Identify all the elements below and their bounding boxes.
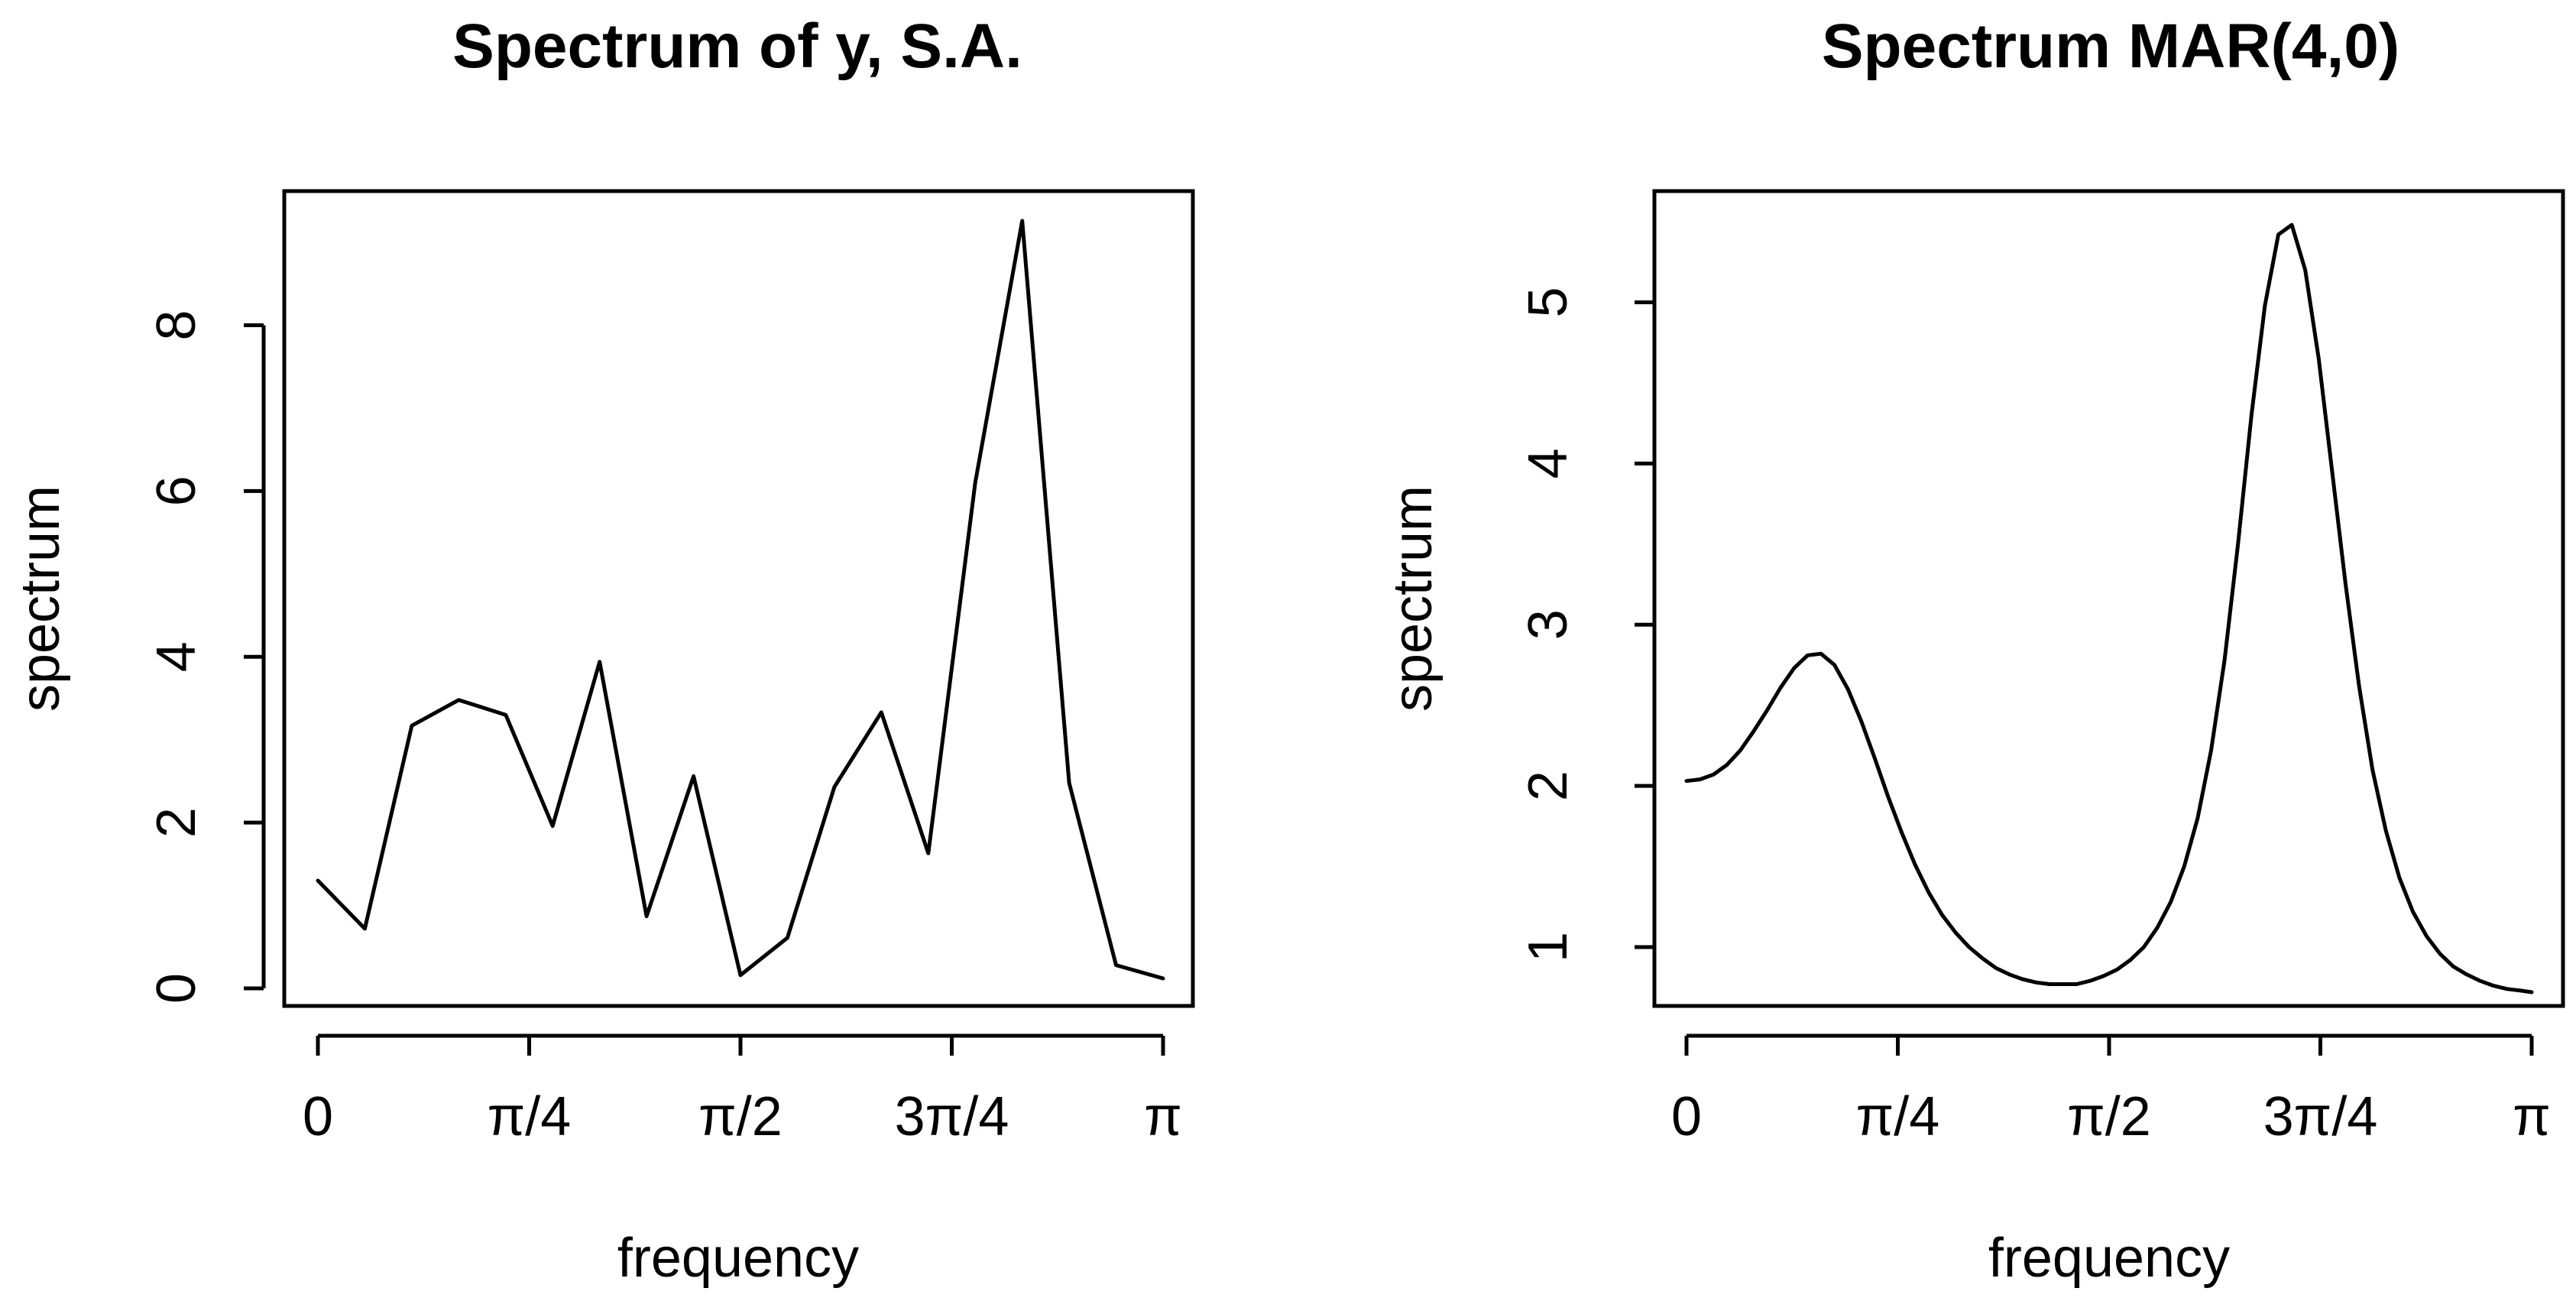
y-axis-label: spectrum (1382, 485, 1444, 712)
x-tick-label: π/2 (698, 1086, 783, 1147)
x-axis-label: frequency (1988, 1228, 2230, 1289)
chart-title: Spectrum of y, S.A. (452, 11, 1022, 81)
y-tick-label: 4 (146, 641, 207, 672)
series-line (316, 219, 1165, 981)
chart-title: Spectrum MAR(4,0) (1822, 11, 2399, 81)
y-tick-label: 0 (146, 973, 207, 1004)
x-axis-label: frequency (617, 1228, 859, 1289)
x-tick-label: 3π/4 (895, 1086, 1009, 1147)
chart-panel-spectrum-y: Spectrum of y, S.A. 0 π/4 π/2 3π/4 π 0 2 4 6 8 f… (10, 11, 1195, 1289)
x-tick-label: π/4 (488, 1086, 572, 1147)
y-axis: 1 2 3 4 5 (1518, 287, 1657, 962)
y-tick-label: 1 (1518, 932, 1579, 962)
x-tick-label: π/4 (1856, 1086, 1940, 1147)
x-axis: 0 π/4 π/2 3π/4 π (1671, 1033, 2551, 1147)
x-tick-label: π/2 (2067, 1086, 2151, 1147)
y-axis-label: spectrum (10, 485, 71, 712)
y-tick-label: 2 (1518, 771, 1579, 801)
series-line (1684, 222, 2534, 994)
x-tick-label: π (1144, 1086, 1182, 1147)
chart-panel-mar: Spectrum MAR(4,0) 0 π/4 π/2 3π/4 π 1 2 3 4 5 fre… (1382, 11, 2565, 1289)
y-tick-label: 6 (146, 475, 207, 506)
x-tick-label: 3π/4 (2263, 1086, 2378, 1147)
y-tick-label: 2 (146, 807, 207, 838)
series-marks (1684, 222, 2534, 994)
y-tick-label: 3 (1518, 609, 1579, 640)
x-tick-label: π (2513, 1086, 2551, 1147)
plot-frame (282, 189, 1195, 1008)
y-tick-label: 4 (1518, 448, 1579, 479)
series-marks (316, 219, 1165, 981)
y-tick-label: 5 (1518, 287, 1579, 317)
y-axis: 0 2 4 6 8 (146, 310, 266, 1004)
x-axis: 0 π/4 π/2 3π/4 π (303, 1033, 1182, 1147)
y-tick-label: 8 (146, 310, 207, 341)
x-tick-label: 0 (303, 1086, 333, 1147)
plot-frame (1652, 189, 2565, 1008)
x-tick-label: 0 (1671, 1086, 1702, 1147)
